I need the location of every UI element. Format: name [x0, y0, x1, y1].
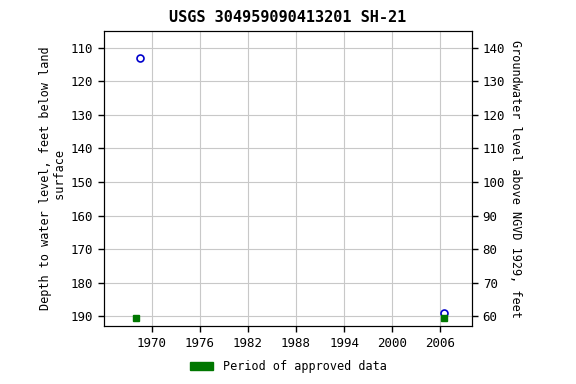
Legend: Period of approved data: Period of approved data: [185, 356, 391, 378]
Y-axis label: Depth to water level, feet below land
 surface: Depth to water level, feet below land su…: [39, 47, 67, 310]
Title: USGS 304959090413201 SH-21: USGS 304959090413201 SH-21: [169, 10, 407, 25]
Y-axis label: Groundwater level above NGVD 1929, feet: Groundwater level above NGVD 1929, feet: [509, 40, 522, 318]
